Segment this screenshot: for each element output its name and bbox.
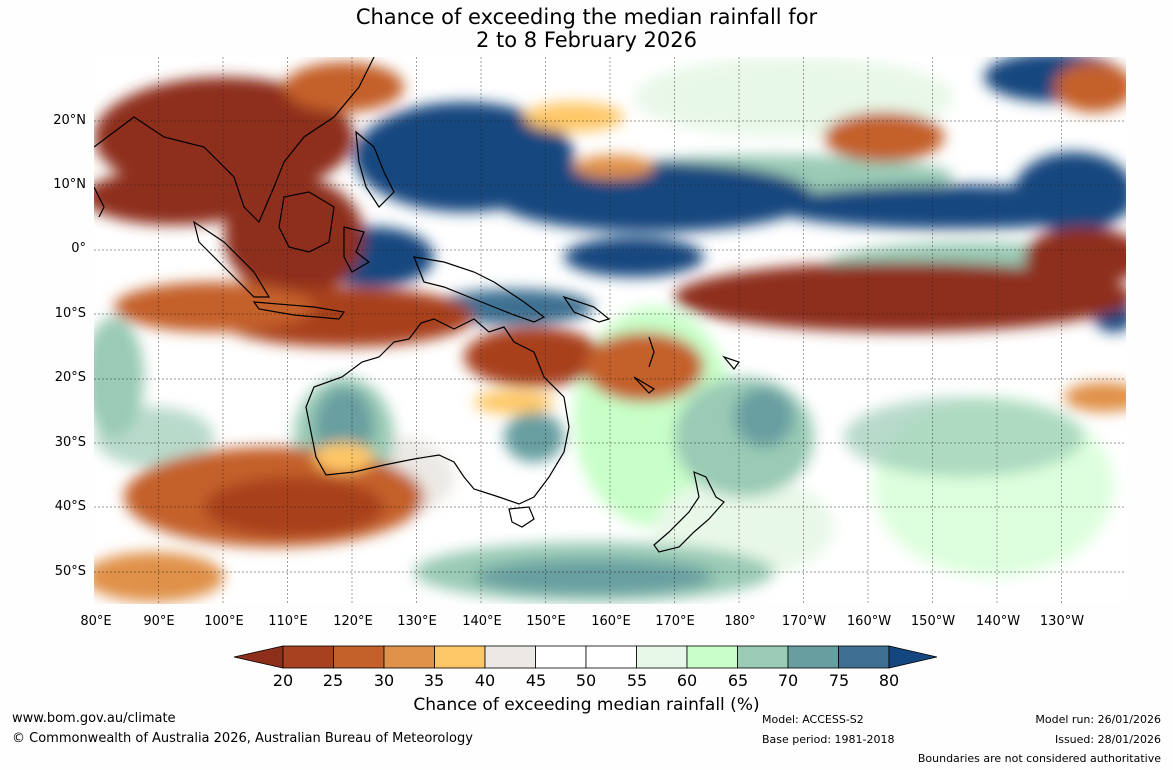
colorbar-segment: [737, 645, 789, 669]
footer-base-period: Base period: 1981-2018: [762, 733, 895, 746]
map-title-line1: Chance of exceeding the median rainfall …: [355, 5, 818, 29]
new-caledonia-coast: [633, 376, 656, 394]
australia-coast: [305, 318, 570, 505]
lon-label-110e: 110°E: [268, 614, 308, 629]
borneo-coast: [278, 191, 335, 253]
india-coast: [94, 186, 105, 218]
footer-model-run: Model run: 26/01/2026: [1035, 713, 1161, 726]
footer-disclaimer: Boundaries are not considered authoritat…: [917, 752, 1161, 765]
sulawesi-coast: [343, 226, 371, 273]
footer-website: www.bom.gov.au/climate: [12, 711, 176, 726]
colorbar-tick-25: 25: [322, 671, 344, 690]
colorbar-segment: [838, 645, 890, 669]
colorbar-tick-35: 35: [423, 671, 445, 690]
colorbar-segment: [333, 645, 385, 669]
colorbar-segment: [484, 645, 536, 669]
colorbar-segment: [535, 645, 587, 669]
colorbar-segment: [282, 645, 334, 669]
lon-label-170w: 170°W: [781, 614, 827, 629]
colorbar-tick-60: 60: [676, 671, 698, 690]
lon-label-120e: 120°E: [333, 614, 373, 629]
lon-label-160w: 160°W: [846, 614, 892, 629]
colorbar-tick-20: 20: [272, 671, 294, 690]
colorbar-tick-65: 65: [727, 671, 749, 690]
philippines-coast: [355, 130, 395, 208]
lon-label-130e: 130°E: [397, 614, 437, 629]
colorbar: [233, 645, 938, 669]
graticule: [94, 57, 1126, 604]
lat-label-20n: 20°N: [53, 113, 86, 128]
lon-label-80e: 80°E: [80, 614, 112, 629]
colorbar-tick-40: 40: [474, 671, 496, 690]
lon-label-150e: 150°E: [526, 614, 566, 629]
lat-label-30s: 30°S: [54, 435, 86, 450]
colorbar-tick-70: 70: [777, 671, 799, 690]
fiji-coast: [722, 355, 740, 370]
solomons-coast: [562, 295, 611, 323]
colorbar-tick-75: 75: [828, 671, 850, 690]
lon-label-100e: 100°E: [204, 614, 244, 629]
colorbar-tick-50: 50: [575, 671, 597, 690]
lon-label-160e: 160°E: [591, 614, 631, 629]
asia-coast: [94, 57, 375, 224]
sumatra-coast: [193, 220, 271, 298]
lat-label-10s: 10°S: [54, 306, 86, 321]
footer-copyright: © Commonwealth of Australia 2026, Austra…: [12, 731, 473, 746]
coastlines: [94, 57, 740, 553]
colorbar-extension-low: [233, 645, 284, 669]
colorbar-extension-high: [888, 645, 938, 669]
lon-label-140w: 140°W: [975, 614, 1021, 629]
map-title-line2: 2 to 8 February 2026: [475, 28, 697, 52]
lon-label-130w: 130°W: [1039, 614, 1085, 629]
colorbar-segment: [787, 645, 839, 669]
colorbar-segment: [434, 645, 486, 669]
tasmania-coast: [508, 506, 535, 528]
lon-label-90e: 90°E: [143, 614, 175, 629]
lat-label-50s: 50°S: [54, 564, 86, 579]
lat-label-0: 0°: [71, 241, 86, 256]
footer-model: Model: ACCESS-S2: [762, 713, 864, 726]
new-zealand-coast: [653, 471, 725, 553]
colorbar-segment: [383, 645, 435, 669]
lon-label-170e: 170°E: [655, 614, 695, 629]
lat-label-20s: 20°S: [54, 370, 86, 385]
colorbar-title: Chance of exceeding median rainfall (%): [413, 695, 760, 715]
lon-label-150w: 150°W: [910, 614, 956, 629]
lat-label-40s: 40°S: [54, 499, 86, 514]
rainfall-map: [94, 57, 1126, 604]
lat-label-10n: 10°N: [53, 177, 86, 192]
colorbar-tick-80: 80: [878, 671, 900, 690]
colorbar-tick-55: 55: [626, 671, 648, 690]
colorbar-segment: [686, 645, 738, 669]
colorbar-tick-30: 30: [373, 671, 395, 690]
lon-label-140e: 140°E: [462, 614, 502, 629]
lon-label-180: 180°: [724, 614, 756, 629]
footer-issued: Issued: 28/01/2026: [1054, 733, 1161, 746]
java-coast: [252, 301, 346, 320]
colorbar-tick-45: 45: [525, 671, 547, 690]
colorbar-segment: [585, 645, 637, 669]
vanuatu-coast: [648, 336, 655, 368]
new-guinea-coast: [413, 256, 546, 323]
colorbar-segment: [636, 645, 688, 669]
